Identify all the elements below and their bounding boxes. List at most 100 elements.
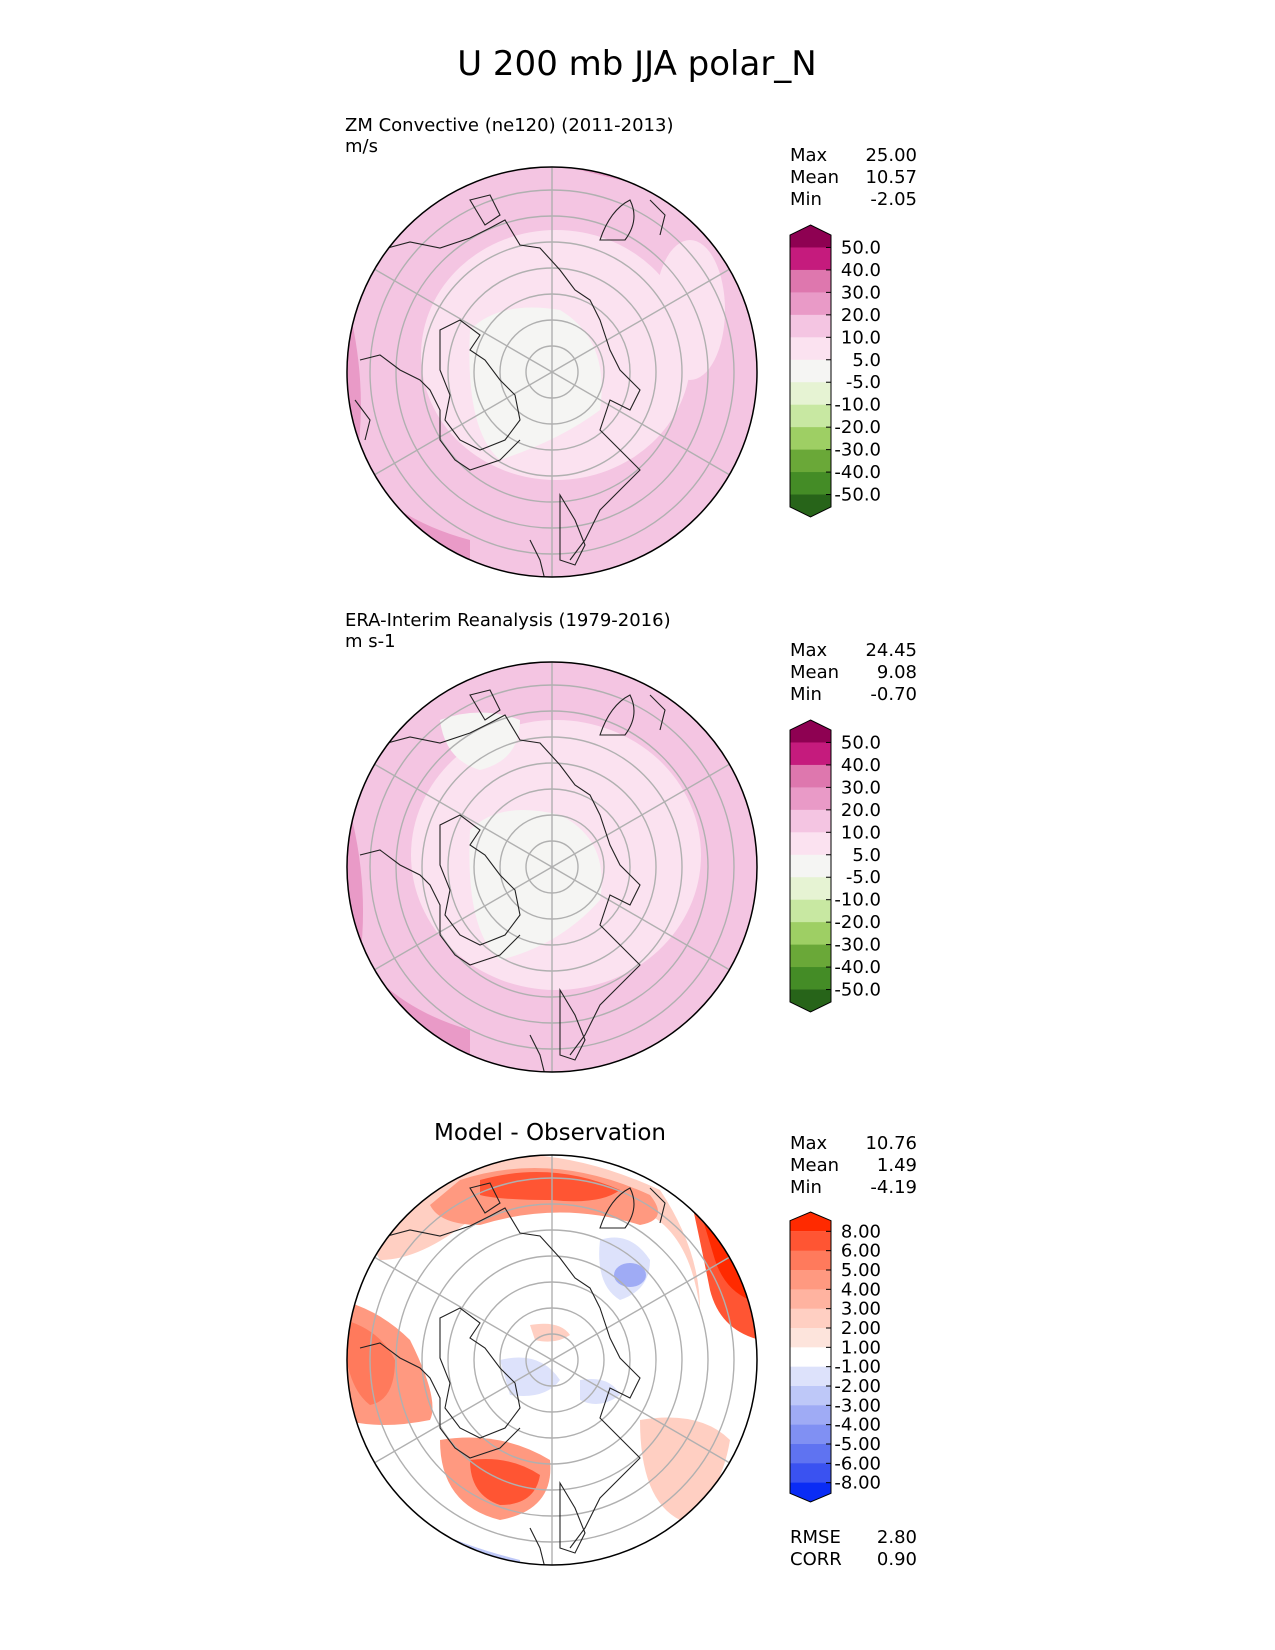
panel-title: ZM Convective (ne120) (2011-2013) — [345, 115, 673, 136]
stat-value: -2.05 — [870, 189, 917, 210]
colorbar-tick-label: -2.00 — [834, 1376, 881, 1397]
colorbar-swatch — [790, 944, 831, 968]
colorbar-swatch — [790, 1270, 831, 1290]
colorbar-swatch — [790, 1386, 831, 1406]
colorbar-swatch — [790, 1250, 831, 1271]
colorbar-swatch — [790, 1463, 831, 1484]
colorbar-swatch — [790, 337, 831, 361]
colorbar-swatch — [790, 1347, 831, 1368]
colorbar-tick-label: -40.0 — [834, 957, 881, 978]
colorbar-swatch — [790, 1231, 831, 1252]
coastlines — [359, 1182, 666, 1565]
colorbar-tick-label: 2.00 — [841, 1318, 881, 1339]
colorbar-tick-label: -8.00 — [834, 1473, 881, 1494]
colorbar-swatch — [790, 1482, 831, 1502]
stat-label: Mean — [790, 1155, 839, 1176]
colorbar-swatch — [790, 967, 831, 991]
colorbar-swatch — [790, 382, 831, 406]
stat-value: -0.70 — [870, 684, 917, 705]
stat-label: RMSE — [790, 1527, 841, 1548]
colorbar-tick-label: -30.0 — [834, 935, 881, 956]
colorbar-swatch — [790, 899, 831, 923]
colorbar-swatch — [790, 1424, 831, 1445]
colorbar-swatch — [790, 1405, 831, 1426]
colorbar-tick-label: 20.0 — [841, 800, 881, 821]
colorbar-tick-label: -5.00 — [834, 1434, 881, 1455]
polar-map-difference — [347, 1155, 757, 1565]
colorbar-swatch — [790, 247, 831, 271]
colorbar-tick-label: 1.00 — [841, 1337, 881, 1358]
colorbar-swatch — [790, 809, 831, 833]
colorbar-swatch — [790, 292, 831, 316]
panel-units: m/s — [345, 136, 378, 157]
colorbar-swatch — [790, 269, 831, 293]
stat-label: CORR — [790, 1549, 842, 1570]
figure-title: U 200 mb JJA polar_N — [457, 44, 817, 84]
panel-units: m s-1 — [345, 631, 396, 652]
colorbar-tick-label: -50.0 — [834, 980, 881, 1001]
map-boundary — [346, 1154, 758, 1566]
colorbar-swatch — [790, 832, 831, 856]
colorbar-swatch — [790, 989, 831, 1012]
colorbar-tick-label: -5.0 — [846, 867, 881, 888]
colorbar-tick-label: -10.0 — [834, 395, 881, 416]
colorbar-tick-label: 4.00 — [841, 1279, 881, 1300]
stat-value: 2.80 — [877, 1527, 917, 1548]
colorbar-swatch — [790, 1212, 831, 1232]
panel-model: ZM Convective (ne120) (2011-2013) m/s — [345, 115, 917, 578]
graticule — [368, 662, 736, 1072]
colorbar: 50.040.030.020.010.05.0-5.0-10.0-20.0-30… — [789, 224, 881, 518]
graticule — [368, 1155, 736, 1565]
colorbar-swatch — [790, 1289, 831, 1310]
colorbar-swatch — [790, 1308, 831, 1329]
colorbar-tick-label: 30.0 — [841, 282, 881, 303]
colorbar-tick-label: -5.0 — [846, 372, 881, 393]
colorbar-swatch — [790, 1328, 831, 1348]
graticule — [368, 167, 736, 577]
colorbar-swatch — [790, 494, 831, 517]
colorbar-tick-label: -4.00 — [834, 1415, 881, 1436]
colorbar-swatch — [790, 742, 831, 766]
colorbar-tick-label: 40.0 — [841, 260, 881, 281]
colorbar-tick-label: 5.0 — [852, 350, 881, 371]
colorbar-swatch — [790, 314, 831, 338]
map-boundary — [346, 661, 758, 1073]
panel-observation: ERA-Interim Reanalysis (1979-2016) m s-1 — [345, 610, 917, 1073]
stat-value: 1.49 — [877, 1155, 917, 1176]
colorbar-swatch — [790, 1444, 831, 1464]
colorbar-tick-label: 5.00 — [841, 1260, 881, 1281]
colorbar-swatch — [790, 449, 831, 473]
colorbar-swatch — [790, 1366, 831, 1387]
colorbar-outline — [789, 224, 832, 518]
colorbar-tick-label: 10.0 — [841, 327, 881, 348]
colorbar-tick-label: -30.0 — [834, 440, 881, 461]
colorbar-tick-label: -40.0 — [834, 462, 881, 483]
colorbar-swatch — [790, 427, 831, 451]
stat-label: Min — [790, 189, 822, 210]
colorbar-tick-label: 50.0 — [841, 732, 881, 753]
stat-label: Mean — [790, 167, 839, 188]
polar-map-model — [347, 167, 757, 577]
map-boundary — [346, 166, 758, 578]
stat-value: 9.08 — [877, 662, 917, 683]
colorbar-tick-label: 6.00 — [841, 1241, 881, 1262]
stat-value: 24.45 — [865, 640, 917, 661]
stat-value: 0.90 — [877, 1549, 917, 1570]
colorbar: 8.006.005.004.003.002.001.00-1.00-2.00-3… — [789, 1211, 881, 1503]
stat-value: 10.57 — [865, 167, 917, 188]
colorbar-swatch — [790, 472, 831, 496]
colorbar-tick-label: 30.0 — [841, 777, 881, 798]
colorbar-outline — [789, 719, 832, 1013]
colorbar-tick-label: -50.0 — [834, 485, 881, 506]
stat-label: Max — [790, 1133, 828, 1154]
coastlines — [359, 689, 666, 1072]
stat-label: Min — [790, 1177, 822, 1198]
colorbar-swatch — [790, 922, 831, 946]
coastlines — [354, 194, 666, 577]
colorbar-swatch — [790, 404, 831, 428]
colorbar-tick-label: 40.0 — [841, 755, 881, 776]
panel-title: Model - Observation — [434, 1120, 666, 1146]
colorbar-tick-label: -20.0 — [834, 912, 881, 933]
colorbar-tick-label: 50.0 — [841, 237, 881, 258]
